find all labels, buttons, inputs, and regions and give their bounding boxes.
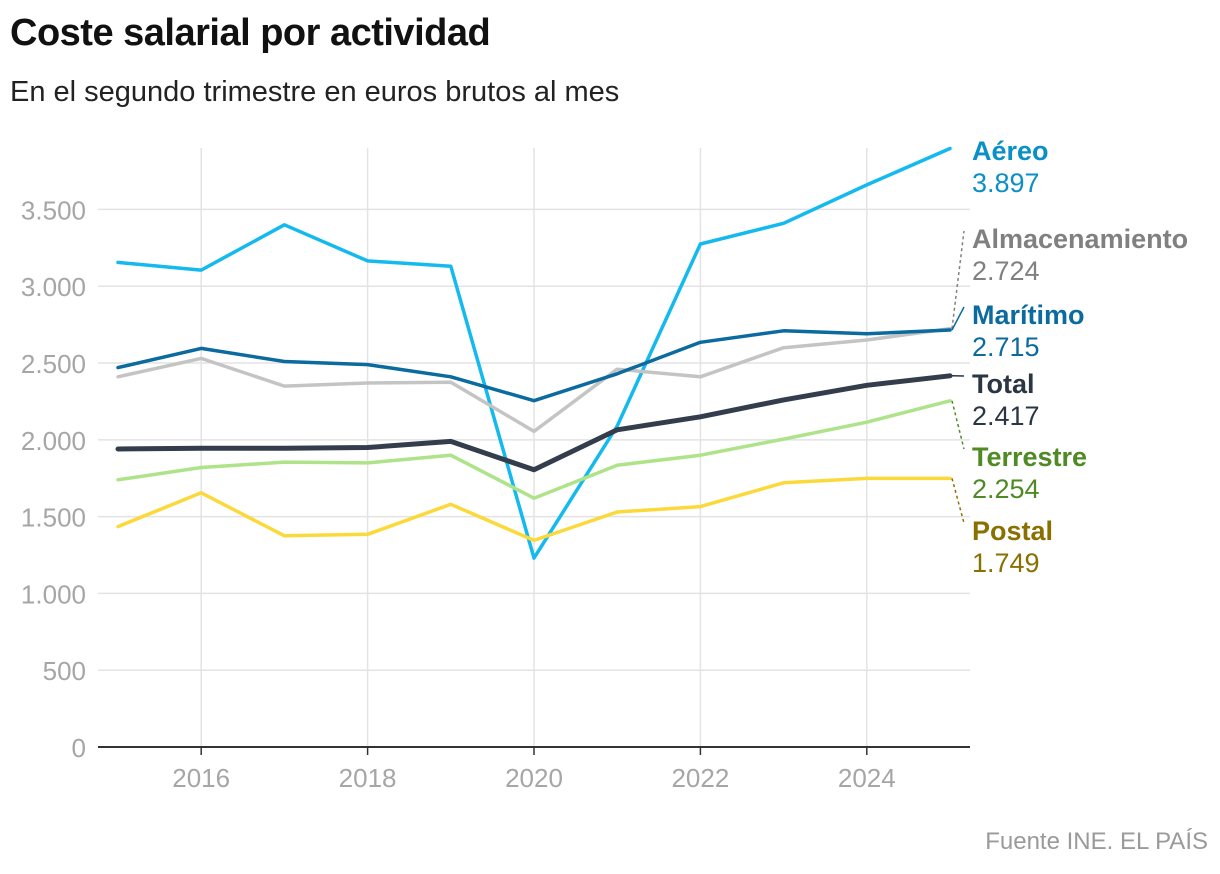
series-value-label: 2.715: [972, 332, 1040, 362]
series-line-1: [116, 326, 952, 434]
series-line-4: [116, 399, 952, 500]
series-line-2: [116, 328, 952, 403]
chart-title: Coste salarial por actividad: [10, 12, 491, 54]
y-tick-label: 3.500: [21, 195, 86, 225]
x-tick-label: 2016: [172, 763, 230, 793]
label-leader-4: [951, 400, 965, 450]
chart-subtitle: En el segundo trimestre en euros brutos …: [10, 76, 620, 108]
x-tick-label: 2022: [671, 763, 729, 793]
series-name-label: Almacenamiento: [972, 224, 1188, 254]
label-leader-5: [951, 478, 965, 524]
y-tick-label: 2.000: [21, 426, 86, 456]
source-note: Fuente INE. EL PAÍS: [985, 828, 1208, 855]
series-value-label: 2.417: [972, 401, 1040, 431]
series-name-label: Terrestre: [972, 442, 1087, 472]
series-value-label: 2.254: [972, 474, 1040, 504]
y-tick-label: 1.000: [21, 579, 86, 609]
axes: 0 500 1.000 1.500 2.000 2.500 3.000 3.500 2016 20…: [21, 195, 970, 793]
series-name-label: Marítimo: [972, 300, 1085, 330]
y-tick-label: 3.000: [21, 272, 86, 302]
series-name-label: Total: [972, 369, 1035, 399]
y-tick-label: 0: [72, 733, 86, 763]
series-value-label: 2.724: [972, 256, 1040, 286]
y-tick-label: 500: [43, 656, 86, 686]
y-tick-label: 2.500: [21, 349, 86, 379]
label-leader-2: [951, 306, 965, 331]
series-name-label: Postal: [972, 516, 1053, 546]
x-tick-label: 2020: [505, 763, 563, 793]
series-name-label: Aéreo: [972, 136, 1049, 166]
y-tick-label: 1.500: [21, 503, 86, 533]
series-value-label: 1.749: [972, 548, 1040, 578]
label-leader-1: [951, 230, 965, 329]
x-tick-label: 2018: [339, 763, 397, 793]
series-value-label: 3.897: [972, 168, 1040, 198]
series-line-5: [116, 476, 952, 543]
series-lines: [115, 146, 953, 560]
x-tick-label: 2024: [838, 763, 896, 793]
series-line-3: [115, 373, 953, 473]
series-line-0: [116, 146, 952, 560]
